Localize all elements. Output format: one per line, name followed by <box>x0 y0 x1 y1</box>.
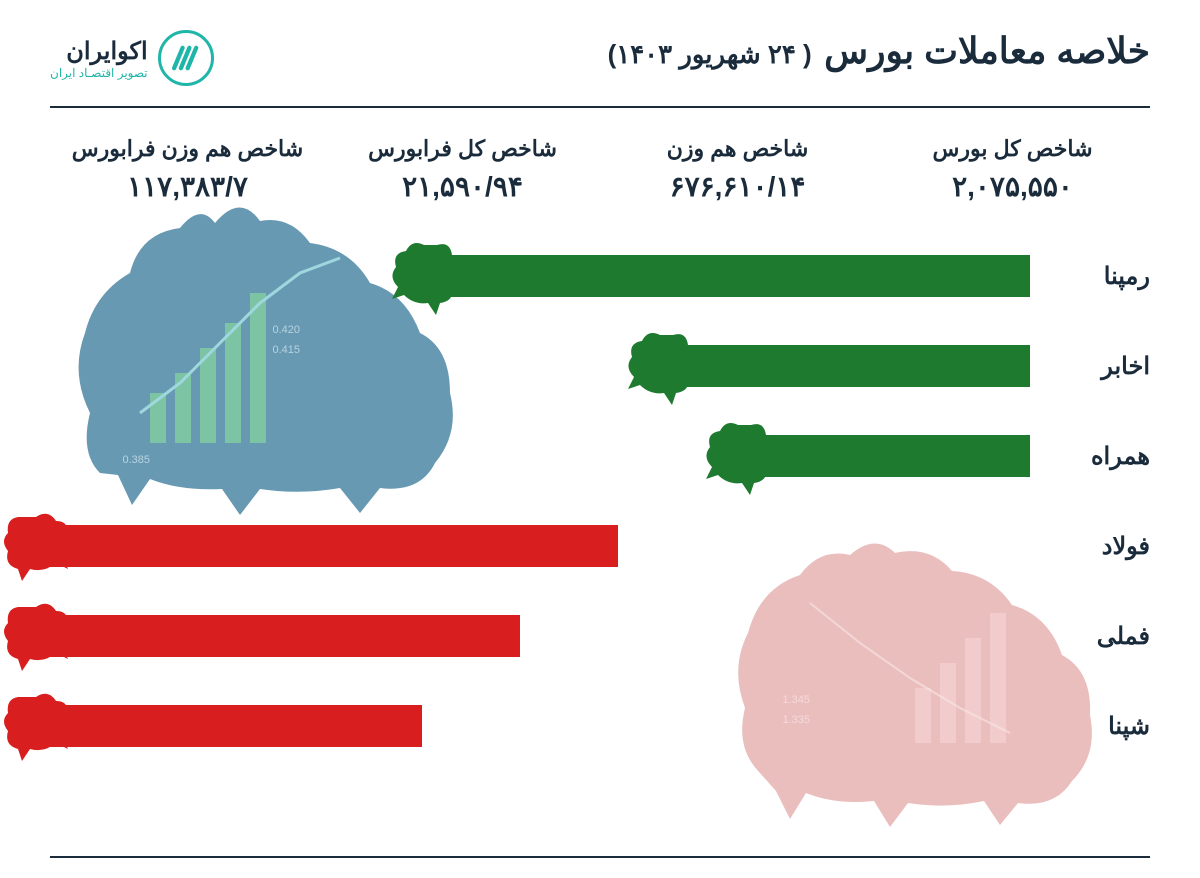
index-value: ۲,۰۷۵,۵۵۰ <box>885 170 1140 203</box>
index-item: شاخص هم وزن ۶۷۶,۶۱۰/۱۴ <box>610 136 865 203</box>
bear-head-icon <box>0 601 78 673</box>
chart-area: 0.420 0.415 0.385 1.345 1.335 رمپنا <box>50 233 1150 793</box>
index-label: شاخص کل فرابورس <box>335 136 590 162</box>
bar-row-positive: همراه <box>50 413 1150 499</box>
footer-divider <box>50 856 1150 858</box>
bar-fill <box>422 255 1030 297</box>
bar-row-negative: فولاد <box>50 503 1150 589</box>
bear-head-icon <box>0 511 78 583</box>
index-item: شاخص کل بورس ۲,۰۷۵,۵۵۰ <box>885 136 1140 203</box>
logo-icon <box>158 30 214 86</box>
logo-name: اکوایران <box>50 37 148 66</box>
bar-row-positive: اخابر <box>50 323 1150 409</box>
bar-fill <box>658 345 1030 387</box>
bar-label: اخابر <box>1030 352 1150 381</box>
bar-fill <box>736 435 1030 477</box>
bar-fill <box>50 705 422 747</box>
bar-label: فولاد <box>1030 532 1150 561</box>
report-date: ( ۲۴ شهریور ۱۴۰۳) <box>608 39 812 69</box>
page-title: خلاصه معاملات بورس <box>824 30 1150 71</box>
bar-label: فملی <box>1030 622 1150 651</box>
bull-head-icon <box>696 417 776 497</box>
bar-fill <box>50 615 520 657</box>
index-label: شاخص هم وزن فرابورس <box>60 136 315 162</box>
title-block: خلاصه معاملات بورس ( ۲۴ شهریور ۱۴۰۳) <box>608 30 1150 72</box>
bar-label: شپنا <box>1030 712 1150 741</box>
index-label: شاخص هم وزن <box>610 136 865 162</box>
bar-label: همراه <box>1030 442 1150 471</box>
bull-head-icon <box>382 237 462 317</box>
index-label: شاخص کل بورس <box>885 136 1140 162</box>
header: خلاصه معاملات بورس ( ۲۴ شهریور ۱۴۰۳) اکو… <box>50 30 1150 108</box>
bar-row-negative: شپنا <box>50 683 1150 769</box>
logo: اکوایران تصویر اقتصـاد ایران <box>50 30 214 86</box>
bars: رمپنا اخابر همراه <box>50 233 1150 769</box>
bull-head-icon <box>618 327 698 407</box>
index-value: ۶۷۶,۶۱۰/۱۴ <box>610 170 865 203</box>
logo-tagline: تصویر اقتصـاد ایران <box>50 66 148 80</box>
bar-row-negative: فملی <box>50 593 1150 679</box>
bar-fill <box>50 525 618 567</box>
bear-head-icon <box>0 691 78 763</box>
bar-label: رمپنا <box>1030 262 1150 291</box>
bar-row-positive: رمپنا <box>50 233 1150 319</box>
